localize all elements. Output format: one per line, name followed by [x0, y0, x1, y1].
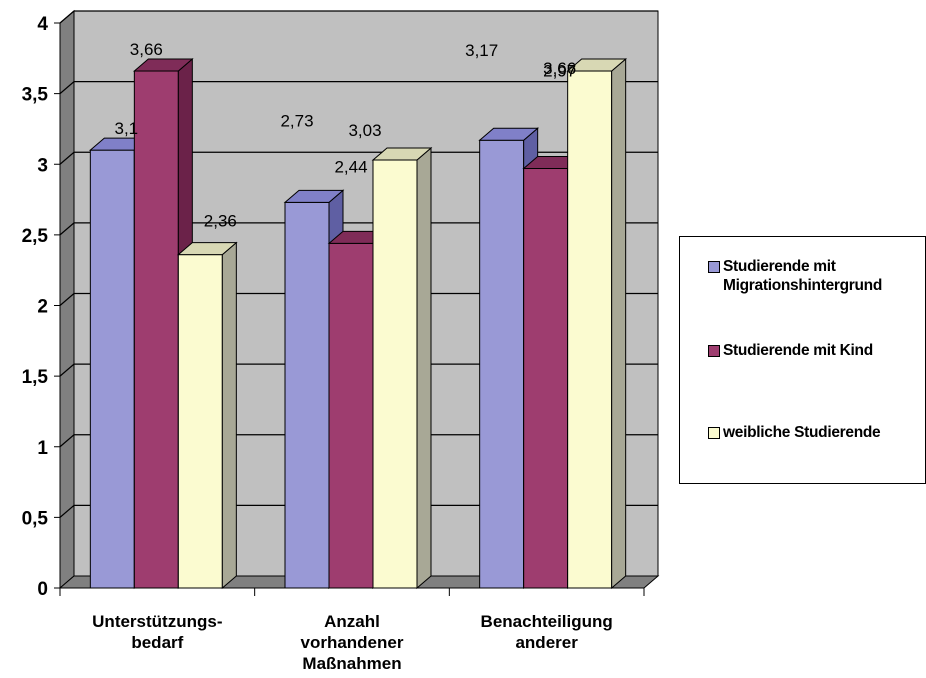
- y-tick-label: 0,5: [22, 508, 49, 529]
- bars: [88, 57, 628, 590]
- legend-item-kind: Studierende mit Kind: [708, 341, 873, 360]
- x-category-label: Unterstützungs-bedarf: [92, 612, 222, 652]
- bar-front: [89, 149, 135, 589]
- bar-side: [221, 241, 237, 590]
- gridline: [59, 292, 658, 306]
- y-tick-label: 2,5: [22, 226, 49, 247]
- legend-item-migration: Studierende mit Migrationshintergrund: [708, 257, 882, 295]
- gridline: [59, 434, 658, 448]
- gridline: [59, 151, 658, 165]
- bar-front: [177, 254, 223, 589]
- x-category-label: Anzahl vorhandener Maßnahmen: [301, 612, 404, 673]
- y-tick-label: 3,5: [22, 85, 49, 106]
- data-labels: 3,13,662,362,732,443,033,172,973,66: [115, 40, 577, 231]
- bar-front: [479, 139, 525, 589]
- y-tick-label: 4: [37, 14, 48, 35]
- data-label: 2,73: [280, 111, 313, 130]
- data-label: 3,03: [348, 121, 381, 140]
- legend-item-weiblich: weibliche Studierende: [708, 423, 881, 442]
- y-tick-label: 1,5: [22, 367, 49, 388]
- data-label: 2,36: [204, 212, 237, 231]
- bar-top: [566, 58, 628, 72]
- bar: [371, 146, 433, 590]
- gridline: [59, 363, 658, 377]
- legend-label-weiblich: weibliche Studierende: [723, 424, 881, 441]
- bar-front: [372, 159, 418, 589]
- bar-front: [567, 70, 613, 589]
- bar-side: [416, 146, 432, 590]
- data-label: 3,17: [465, 41, 498, 60]
- data-label: 3,66: [130, 40, 163, 59]
- axes: 0 0,5 1 1,5 2 2,5 3 3,5 4 Unterstützungs-bedarf An…: [22, 14, 645, 673]
- bar: [132, 57, 194, 590]
- legend-label-kind: Studierende mit Kind: [723, 342, 873, 359]
- y-tick-label: 0: [37, 579, 48, 600]
- bar-top: [283, 189, 345, 203]
- y-tick-label: 3: [37, 155, 48, 176]
- gridline: [59, 222, 658, 236]
- x-category-label: Benachteiligung anderer: [481, 612, 613, 652]
- legend-swatch-migration: [708, 261, 720, 273]
- legend-swatch-kind: [708, 345, 720, 357]
- bar-top: [176, 242, 238, 256]
- bar-front: [284, 201, 330, 589]
- gridline: [59, 10, 658, 24]
- data-label: 3,66: [543, 59, 576, 78]
- bar: [566, 57, 628, 590]
- bar-front: [523, 167, 569, 589]
- y-tick-label: 1: [37, 438, 48, 459]
- legend-label-migration: Studierende mit Migrationshintergrund: [723, 258, 883, 294]
- bar-front: [328, 242, 374, 589]
- data-label: 3,1: [115, 119, 139, 138]
- bar-top: [132, 58, 194, 72]
- legend: Studierende mit Migrationshintergrund St…: [679, 236, 926, 484]
- y-tick-label: 2: [37, 297, 48, 318]
- gridline: [59, 81, 658, 95]
- bar-top: [371, 147, 433, 161]
- data-label: 2,44: [334, 157, 367, 176]
- bar-top: [478, 127, 540, 141]
- legend-swatch-weiblich: [708, 427, 720, 439]
- bar: [176, 241, 238, 590]
- data-label: 2,97: [543, 61, 576, 80]
- bar-side: [611, 57, 627, 590]
- gridline: [59, 504, 658, 518]
- bar-front: [133, 70, 179, 589]
- gridlines: [59, 10, 658, 518]
